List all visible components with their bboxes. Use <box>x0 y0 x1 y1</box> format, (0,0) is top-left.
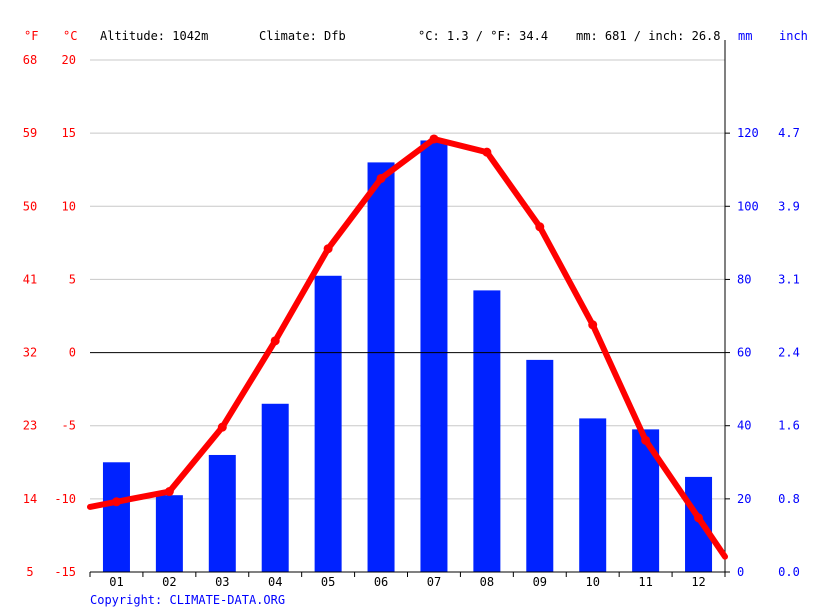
month-tick-label: 06 <box>374 575 388 589</box>
temperature-point <box>376 173 386 183</box>
fahrenheit-tick-label: 5 <box>26 565 33 579</box>
month-tick-label: 03 <box>215 575 229 589</box>
temperature-point <box>164 487 174 497</box>
month-tick-label: 12 <box>691 575 705 589</box>
altitude-label: Altitude: 1042m <box>100 29 208 43</box>
precipitation-bars <box>102 140 713 572</box>
month-tick-label: 11 <box>638 575 652 589</box>
inch-tick-label: 0.8 <box>778 492 800 506</box>
fahrenheit-tick-label: 23 <box>23 419 37 433</box>
temperature-series-line <box>87 135 728 560</box>
inch-tick-label: 3.9 <box>778 199 800 213</box>
inch-tick-label: 3.1 <box>778 272 800 286</box>
fahrenheit-tick-label: 32 <box>23 346 37 360</box>
inch-tick-label: 1.6 <box>778 419 800 433</box>
temperature-average-label: °C: 1.3 / °F: 34.4 <box>418 29 548 43</box>
temperature-point <box>641 435 651 445</box>
celsius-tick-label: 20 <box>62 53 76 67</box>
temperature-point <box>217 422 227 432</box>
fahrenheit-tick-label: 50 <box>23 199 37 213</box>
month-tick-label: 08 <box>480 575 494 589</box>
mm-tick-label: 80 <box>737 272 751 286</box>
precipitation-bar <box>155 495 183 572</box>
temperature-point <box>482 147 492 157</box>
precipitation-bar <box>314 275 342 572</box>
inch-tick-label: 0.0 <box>778 565 800 579</box>
header: °F °C Altitude: 1042m Climate: Dfb °C: 1… <box>24 29 808 43</box>
fahrenheit-tick-label: 14 <box>23 492 37 506</box>
celsius-tick-label: -10 <box>54 492 76 506</box>
celsius-tick-label: -5 <box>62 419 76 433</box>
temperature-point <box>694 513 704 523</box>
month-tick-label: 09 <box>533 575 547 589</box>
month-tick-label: 02 <box>162 575 176 589</box>
celsius-tick-label: -15 <box>54 565 76 579</box>
precipitation-bar <box>685 476 713 572</box>
temperature-line <box>87 134 728 560</box>
fahrenheit-tick-label: 68 <box>23 53 37 67</box>
inch-unit-label: inch <box>779 29 808 43</box>
celsius-tick-label: 15 <box>62 126 76 140</box>
copyright-text: Copyright: CLIMATE-DATA.ORG <box>90 593 285 607</box>
temperature-point <box>323 244 333 254</box>
precipitation-bar <box>367 162 395 572</box>
celsius-tick-label: 5 <box>69 272 76 286</box>
precipitation-bar <box>420 140 448 572</box>
precipitation-total-label: mm: 681 / inch: 26.8 <box>576 29 721 43</box>
precipitation-bar <box>579 418 607 572</box>
precipitation-bar <box>208 454 236 572</box>
celsius-tick-label: 0 <box>69 346 76 360</box>
precipitation-bar <box>526 359 554 572</box>
month-tick-label: 04 <box>268 575 282 589</box>
fahrenheit-tick-label: 59 <box>23 126 37 140</box>
temperature-point <box>111 497 121 507</box>
temperature-point <box>429 134 439 144</box>
month-tick-label: 01 <box>109 575 123 589</box>
temperature-point <box>588 320 598 330</box>
precipitation-bar <box>473 290 501 572</box>
mm-tick-label: 100 <box>737 199 759 213</box>
mm-tick-label: 0 <box>737 565 744 579</box>
fahrenheit-unit-label: °F <box>24 29 38 43</box>
mm-tick-label: 40 <box>737 419 751 433</box>
month-tick-label: 10 <box>585 575 599 589</box>
mm-unit-label: mm <box>738 29 752 43</box>
inch-tick-label: 2.4 <box>778 346 800 360</box>
mm-tick-label: 20 <box>737 492 751 506</box>
axes <box>89 40 730 577</box>
climate-label: Climate: Dfb <box>259 29 346 43</box>
fahrenheit-tick-label: 41 <box>23 272 37 286</box>
precipitation-bar <box>261 403 289 572</box>
mm-tick-label: 120 <box>737 126 759 140</box>
gridlines <box>90 59 725 573</box>
month-tick-label: 07 <box>427 575 441 589</box>
inch-tick-label: 4.7 <box>778 126 800 140</box>
month-tick-label: 05 <box>321 575 335 589</box>
celsius-tick-label: 10 <box>62 199 76 213</box>
celsius-unit-label: °C <box>63 29 77 43</box>
temperature-point <box>270 336 280 346</box>
temperature-point <box>535 222 545 232</box>
mm-tick-label: 60 <box>737 346 751 360</box>
precipitation-bar <box>102 462 130 572</box>
